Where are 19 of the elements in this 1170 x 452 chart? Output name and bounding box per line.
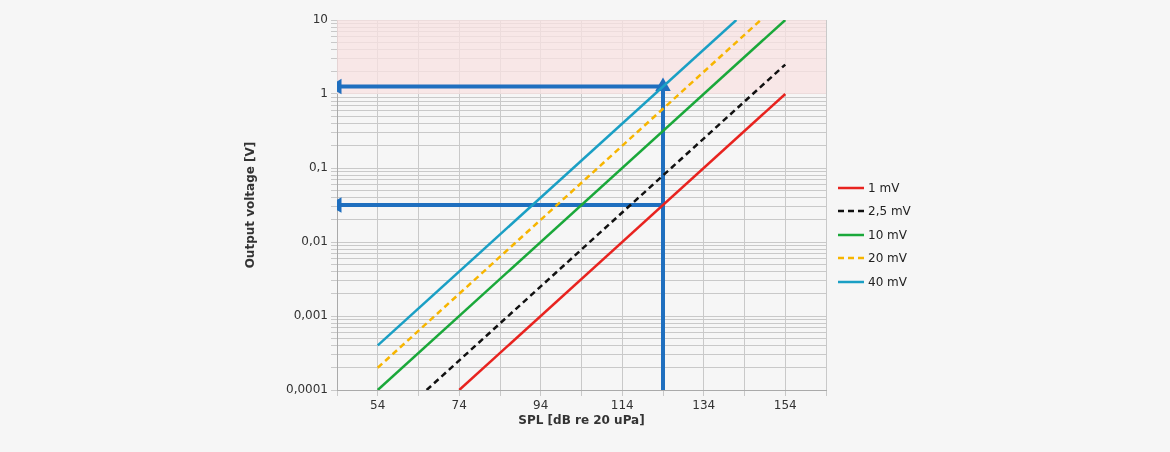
y-axis-title: Output voltage [V]	[243, 141, 258, 269]
y-tick-label: 1	[320, 86, 328, 101]
y-tick-label: 0,001	[293, 308, 328, 323]
legend-label: 20 mV	[868, 251, 907, 266]
y-tick-label: 0,01	[301, 234, 328, 249]
legend-label: 2,5 mV	[868, 204, 911, 219]
legend-label: 10 mV	[868, 227, 907, 242]
y-tick-label: 0,0001	[286, 382, 328, 397]
y-tick-label: 10	[312, 12, 328, 27]
x-tick-label: 54	[370, 398, 386, 413]
legend-label: 1 mV	[868, 180, 900, 195]
x-tick-label: 154	[773, 398, 797, 413]
y-tick-label: 0,1	[308, 160, 328, 175]
x-tick-label: 114	[610, 398, 634, 413]
legend-label: 40 mV	[868, 274, 907, 289]
x-tick-label: 134	[692, 398, 716, 413]
x-axis-title: SPL [dB re 20 uPa]	[518, 412, 645, 427]
x-tick-label: 94	[533, 398, 549, 413]
x-tick-label: 74	[451, 398, 467, 413]
